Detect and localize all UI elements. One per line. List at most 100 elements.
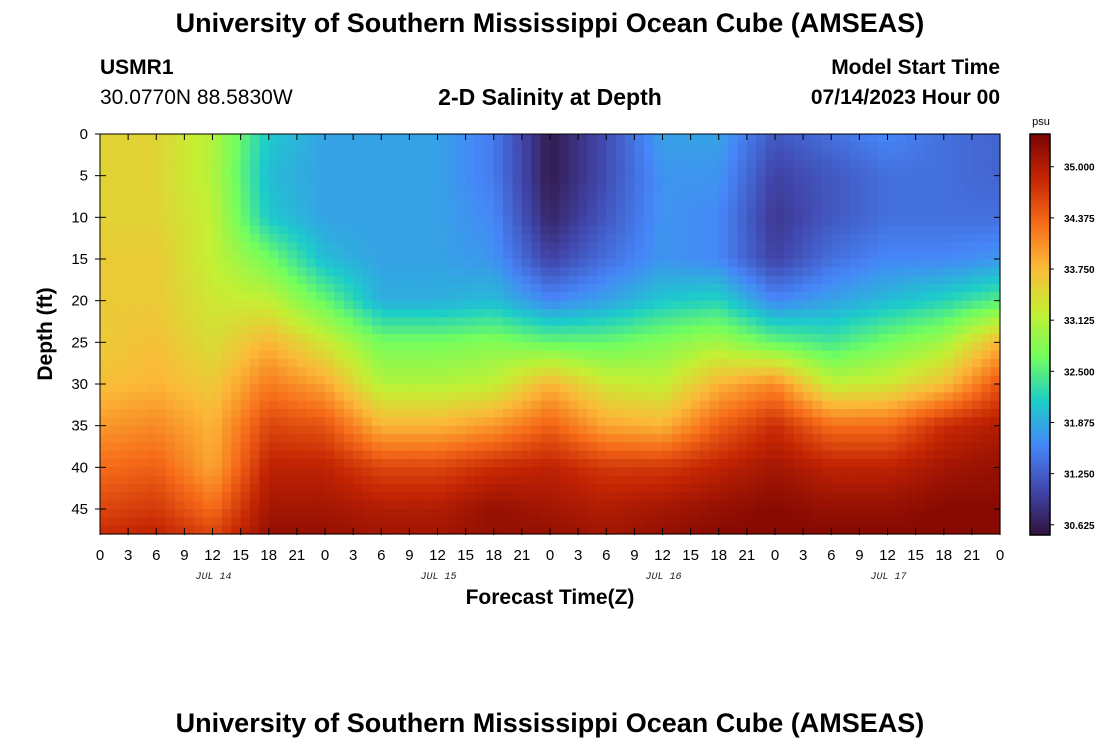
heatmap-cell (175, 234, 185, 243)
heatmap-cell (390, 359, 401, 368)
heatmap-cell (100, 492, 110, 502)
heatmap-cell (400, 150, 410, 160)
heatmap-cell (971, 300, 982, 310)
heatmap-cell (390, 375, 401, 385)
heatmap-cell (221, 309, 232, 318)
heatmap-cell (625, 150, 635, 160)
heatmap-cell (709, 459, 720, 468)
heatmap-cell (587, 409, 598, 418)
heatmap-cell (287, 400, 298, 410)
heatmap-cell (540, 384, 551, 393)
heatmap-cell (212, 225, 223, 235)
heatmap-cell (503, 325, 514, 335)
heatmap-cell (146, 517, 157, 527)
heatmap-cell (493, 334, 504, 343)
heatmap-cell (390, 175, 401, 185)
heatmap-cell (578, 525, 589, 535)
heatmap-cell (390, 342, 401, 352)
heatmap-cell (156, 417, 167, 427)
heatmap-cell (184, 392, 195, 402)
heatmap-cell (446, 225, 457, 235)
heatmap-cell (493, 309, 504, 318)
heatmap-cell (990, 192, 1001, 202)
heatmap-cell (831, 167, 842, 177)
heatmap-cell (906, 192, 917, 202)
heatmap-cell (775, 250, 785, 260)
heatmap-cell (578, 342, 589, 352)
heatmap-cell (615, 134, 626, 143)
heatmap-cell (259, 267, 270, 277)
heatmap-cell (165, 500, 176, 510)
heatmap-cell (765, 392, 776, 402)
heatmap-cell (793, 175, 804, 185)
heatmap-cell (250, 342, 260, 352)
heatmap-cell (793, 267, 804, 277)
heatmap-cell (137, 209, 148, 218)
heatmap-cell (953, 267, 964, 277)
heatmap-cell (353, 167, 364, 177)
x-tick-label: 18 (935, 547, 952, 564)
heatmap-cell (493, 225, 504, 235)
heatmap-cell (409, 325, 420, 335)
heatmap-cell (775, 350, 785, 360)
heatmap-cell (653, 175, 664, 185)
heatmap-cell (465, 225, 476, 235)
heatmap-cell (296, 467, 307, 477)
heatmap-cell (212, 484, 223, 493)
heatmap-cell (662, 200, 673, 210)
heatmap-cell (306, 442, 317, 452)
heatmap-cell (775, 175, 785, 185)
heatmap-cell (756, 134, 767, 143)
heatmap-cell (390, 259, 401, 268)
heatmap-cell (259, 409, 270, 418)
heatmap-cell (465, 234, 476, 243)
heatmap-cell (512, 334, 523, 343)
heatmap-cell (503, 434, 514, 443)
heatmap-cell (690, 142, 701, 152)
heatmap-cell (137, 500, 148, 510)
heatmap-cell (193, 192, 204, 202)
heatmap-cell (596, 375, 607, 385)
heatmap-cell (803, 359, 814, 368)
heatmap-cell (184, 325, 195, 335)
heatmap-cell (193, 309, 204, 318)
heatmap-cell (634, 300, 645, 310)
heatmap-cell (268, 417, 279, 427)
heatmap-cell (446, 525, 457, 535)
heatmap-cell (953, 425, 964, 435)
heatmap-cell (118, 159, 129, 168)
heatmap-cell (906, 225, 917, 235)
heatmap-cell (231, 200, 242, 210)
heatmap-cell (681, 342, 692, 352)
heatmap-cell (540, 400, 551, 410)
heatmap-cell (775, 375, 785, 385)
heatmap-cell (962, 342, 973, 352)
heatmap-cell (793, 500, 804, 510)
heatmap-cell (343, 384, 354, 393)
heatmap-cell (203, 175, 214, 185)
heatmap-cell (334, 442, 345, 452)
heatmap-cell (943, 275, 954, 285)
heatmap-cell (493, 409, 504, 418)
heatmap-cell (681, 384, 692, 393)
heatmap-cell (184, 167, 195, 177)
heatmap-cell (428, 134, 439, 143)
x-tick-label: 18 (710, 547, 727, 564)
heatmap-cell (756, 400, 767, 410)
heatmap-cell (700, 225, 710, 235)
heatmap-cell (175, 184, 185, 193)
heatmap-cell (587, 217, 598, 227)
heatmap-cell (681, 184, 692, 193)
y-tick-label: 5 (80, 168, 88, 185)
heatmap-cell (700, 267, 710, 277)
heatmap-cell (906, 409, 917, 418)
heatmap-cell (925, 392, 935, 402)
heatmap-cell (287, 334, 298, 343)
heatmap-cell (475, 384, 485, 393)
heatmap-cell (456, 517, 467, 527)
heatmap-cell (353, 209, 364, 218)
heatmap-cell (240, 142, 251, 152)
heatmap-cell (231, 217, 242, 227)
heatmap-cell (625, 475, 635, 485)
heatmap-cell (737, 184, 748, 193)
